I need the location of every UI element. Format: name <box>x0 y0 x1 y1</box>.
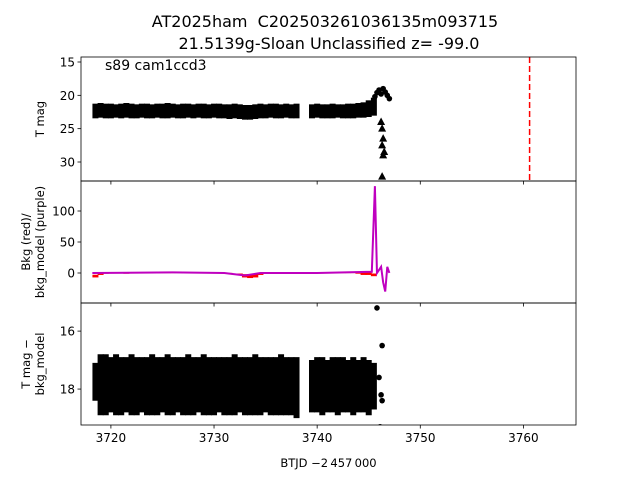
point <box>378 392 384 398</box>
triangle <box>377 117 386 125</box>
triangle <box>378 172 387 180</box>
triangle <box>379 150 388 159</box>
point <box>376 374 382 381</box>
triangle <box>378 124 387 132</box>
title-line: AT2025ham C202503261036135m093715 <box>152 12 498 31</box>
x-axis-label: BTJD −2 457 000 <box>280 456 376 470</box>
annotation: s89 cam1ccd3 <box>105 58 207 74</box>
axes-frame <box>80 302 577 426</box>
x-tick-label: 3760 <box>508 431 539 445</box>
plot-area <box>92 85 393 180</box>
y-tick-label: 16 <box>60 325 75 339</box>
y-tick-label: 0 <box>67 266 75 280</box>
y-tick-label: 30 <box>60 156 75 170</box>
point <box>386 95 393 102</box>
y-axis-label: T mag <box>33 101 47 138</box>
plot-area <box>92 305 385 425</box>
x-tick-label: 3750 <box>405 431 436 445</box>
triangle <box>379 134 388 142</box>
y-axis-label: bkg_model <box>33 333 47 396</box>
point <box>379 397 385 404</box>
y-tick-label: 25 <box>60 122 75 136</box>
model-line <box>92 186 391 292</box>
point <box>374 305 380 311</box>
x-tick-label: 3720 <box>96 431 127 445</box>
y-tick-label: 100 <box>52 205 75 219</box>
y-tick-label: 20 <box>60 89 75 103</box>
triangle <box>378 140 387 149</box>
y-axis-label: bkg_model (purple) <box>33 186 47 298</box>
plot-area <box>92 186 391 292</box>
y-axis-label: T mag − <box>19 339 33 390</box>
point <box>379 342 385 349</box>
x-tick-label: 3740 <box>302 431 333 445</box>
y-tick-label: 18 <box>60 383 75 397</box>
x-tick-label: 3730 <box>199 431 230 445</box>
y-tick-label: 15 <box>60 56 75 70</box>
y-tick-label: 50 <box>60 236 75 250</box>
y-axis-label: Bkg (red)/ <box>19 213 33 270</box>
title-line: 21.5139g-Sloan Unclassified z= -99.0 <box>179 34 480 53</box>
